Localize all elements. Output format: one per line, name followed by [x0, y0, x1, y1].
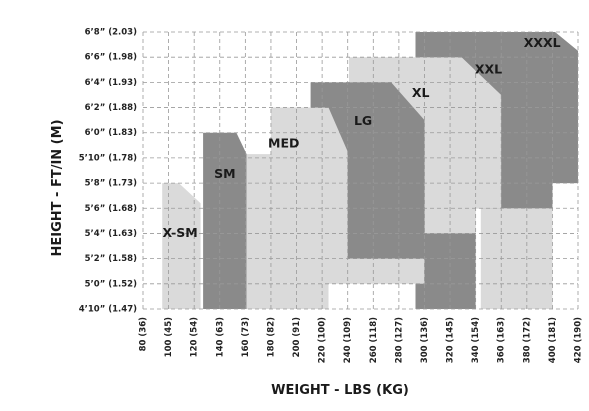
x-tick-label: 400 (181) [548, 317, 558, 363]
x-tick-label: 240 (109) [343, 317, 353, 363]
y-tick-label: 5’2” (1.58) [85, 254, 137, 264]
x-tick-label: 340 (154) [471, 317, 481, 363]
y-tick-label: 6’0” (1.83) [85, 128, 137, 138]
y-tick-label: 6’4” (1.93) [85, 78, 137, 88]
x-tick-label: 180 (82) [266, 317, 276, 357]
y-axis-title: HEIGHT - FT/IN (M) [50, 119, 65, 256]
region-x-sm [162, 183, 201, 309]
x-tick-label: 120 (54) [190, 317, 200, 357]
size-label-x-sm: X-SM [162, 225, 197, 240]
size-label-xxl: XXL [475, 61, 502, 76]
size-label-xxxl: XXXL [524, 35, 561, 50]
x-axis-ticks: 80 (36) 100 (45) 120 (54) 140 (63) 160 (73) 1… [139, 317, 584, 363]
y-tick-label: 6’8” (2.03) [85, 28, 137, 38]
x-tick-label: 220 (100) [318, 317, 328, 363]
y-tick-label: 5’0” (1.52) [85, 279, 137, 289]
x-axis-title: WEIGHT - LBS (KG) [271, 383, 409, 398]
x-tick-label: 360 (163) [497, 317, 507, 363]
x-tick-label: 280 (127) [394, 317, 404, 363]
x-tick-label: 260 (118) [369, 317, 379, 363]
x-tick-label: 320 (145) [446, 317, 456, 363]
x-tick-label: 80 (36) [139, 317, 149, 352]
size-label-sm: SM [214, 166, 235, 181]
size-labels: X-SM SM MED LG XL XXL XXXL [162, 35, 560, 240]
x-tick-label: 200 (91) [292, 317, 302, 357]
y-tick-label: 5’8” (1.73) [85, 179, 137, 189]
y-tick-label: 5’6” (1.68) [85, 204, 137, 214]
size-label-med: MED [268, 136, 299, 151]
x-tick-label: 160 (73) [241, 317, 251, 357]
y-tick-label: 4’10” (1.47) [79, 305, 137, 315]
y-tick-label: 5’4” (1.63) [85, 229, 137, 239]
y-tick-label: 6’6” (1.98) [85, 53, 137, 63]
x-tick-label: 140 (63) [215, 317, 225, 357]
size-label-xl: XL [412, 85, 430, 100]
x-tick-label: 100 (45) [164, 317, 174, 357]
size-label-lg: LG [354, 113, 372, 128]
x-tick-label: 420 (190) [574, 317, 584, 363]
x-tick-label: 300 (136) [420, 317, 430, 363]
y-tick-label: 5’10” (1.78) [79, 153, 137, 163]
region-sm [203, 132, 247, 309]
y-tick-label: 6’2” (1.88) [85, 103, 137, 113]
x-tick-label: 380 (172) [522, 317, 532, 363]
gridlines [142, 31, 579, 310]
y-axis-ticks: 4’10” (1.47) 5’0” (1.52) 5’2” (1.58) 5’4” (… [79, 28, 137, 315]
region-med-lower [246, 154, 329, 309]
